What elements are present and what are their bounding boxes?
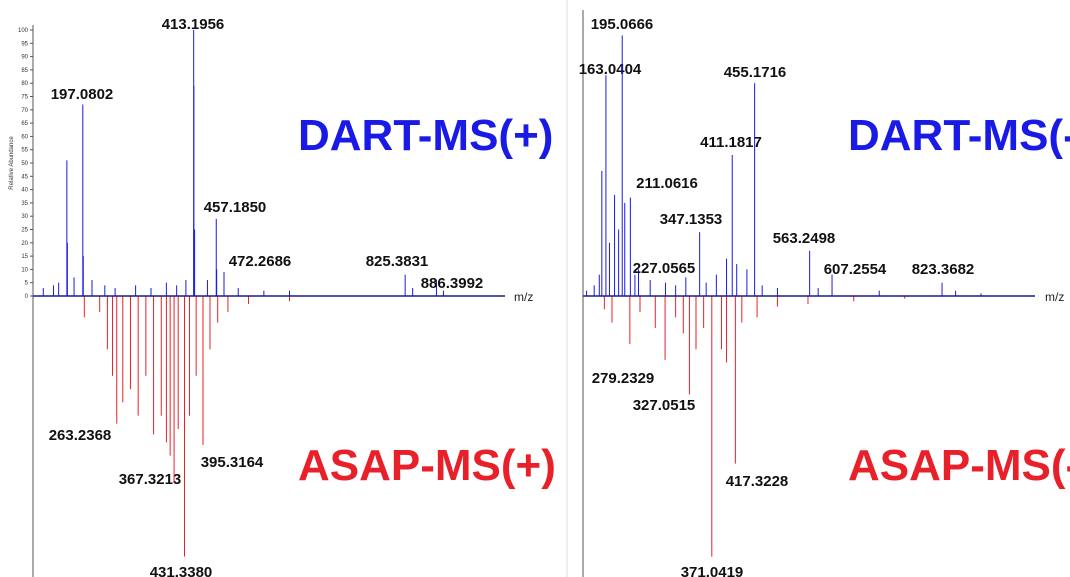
peak-label: 455.1716 [724, 64, 787, 81]
y-tick-label: 25 [21, 228, 28, 234]
y-tick-label: 65 [21, 121, 28, 127]
y-tick-label: 45 [21, 174, 28, 180]
y-tick-label: 50 [21, 161, 28, 167]
spectrum-name: DART-MS(-) [848, 111, 1070, 160]
peak-label: 457.1850 [204, 199, 267, 216]
peak-label: 413.1956 [162, 16, 225, 33]
y-tick-label: 55 [21, 148, 28, 154]
y-tick-label: 5 [25, 281, 29, 287]
peak-label: 195.0666 [591, 16, 654, 33]
peak-label: 472.2686 [229, 253, 292, 270]
y-tick-label: 95 [21, 41, 28, 47]
y-tick-label: 20 [21, 241, 28, 247]
peak-label: 347.1353 [660, 211, 723, 228]
spectrum-name: ASAP-MS(+) [298, 441, 556, 490]
y-tick-label: 60 [21, 134, 28, 140]
peak-label: 886.3992 [421, 275, 484, 292]
y-tick-label: 15 [21, 254, 28, 260]
y-tick-label: 75 [21, 95, 28, 101]
y-tick-label: 70 [21, 108, 28, 114]
peak-label: 367.3213 [119, 471, 182, 488]
peak-label: 823.3682 [912, 261, 975, 278]
y-tick-label: 30 [21, 214, 28, 220]
peak-label: 607.2554 [824, 261, 887, 278]
peak-label: 371.0419 [681, 564, 744, 577]
peak-label: 327.0515 [633, 397, 696, 414]
peak-label: 431.3380 [150, 564, 213, 577]
peak-label: 417.3228 [726, 473, 789, 490]
y-tick-label: 35 [21, 201, 28, 207]
x-axis-label: m/z [514, 290, 533, 304]
y-tick-label: 100 [18, 28, 29, 34]
spectrum-name: DART-MS(+) [298, 111, 553, 160]
peak-label: 825.3831 [366, 253, 429, 270]
x-axis-label: m/z [1045, 290, 1064, 304]
y-tick-label: 90 [21, 55, 28, 61]
peak-label: 279.2329 [592, 370, 655, 387]
peak-label: 563.2498 [773, 230, 836, 247]
peak-label: 163.0404 [579, 61, 642, 78]
peak-label: 197.0802 [51, 86, 114, 103]
y-tick-label: 40 [21, 188, 28, 194]
peak-label: 411.1817 [700, 134, 762, 151]
y-tick-label: 85 [21, 68, 28, 74]
spectrum-name: ASAP-MS(-) [848, 441, 1070, 490]
y-tick-label: 0 [25, 294, 29, 300]
peak-label: 211.0616 [636, 175, 698, 192]
peak-label: 263.2368 [49, 427, 112, 444]
peak-label: 395.3164 [201, 454, 264, 471]
y-axis-label: Relative Abundance [9, 136, 15, 190]
y-tick-label: 80 [21, 81, 28, 87]
y-tick-label: 10 [21, 267, 28, 273]
peak-label: 227.0565 [633, 260, 696, 277]
